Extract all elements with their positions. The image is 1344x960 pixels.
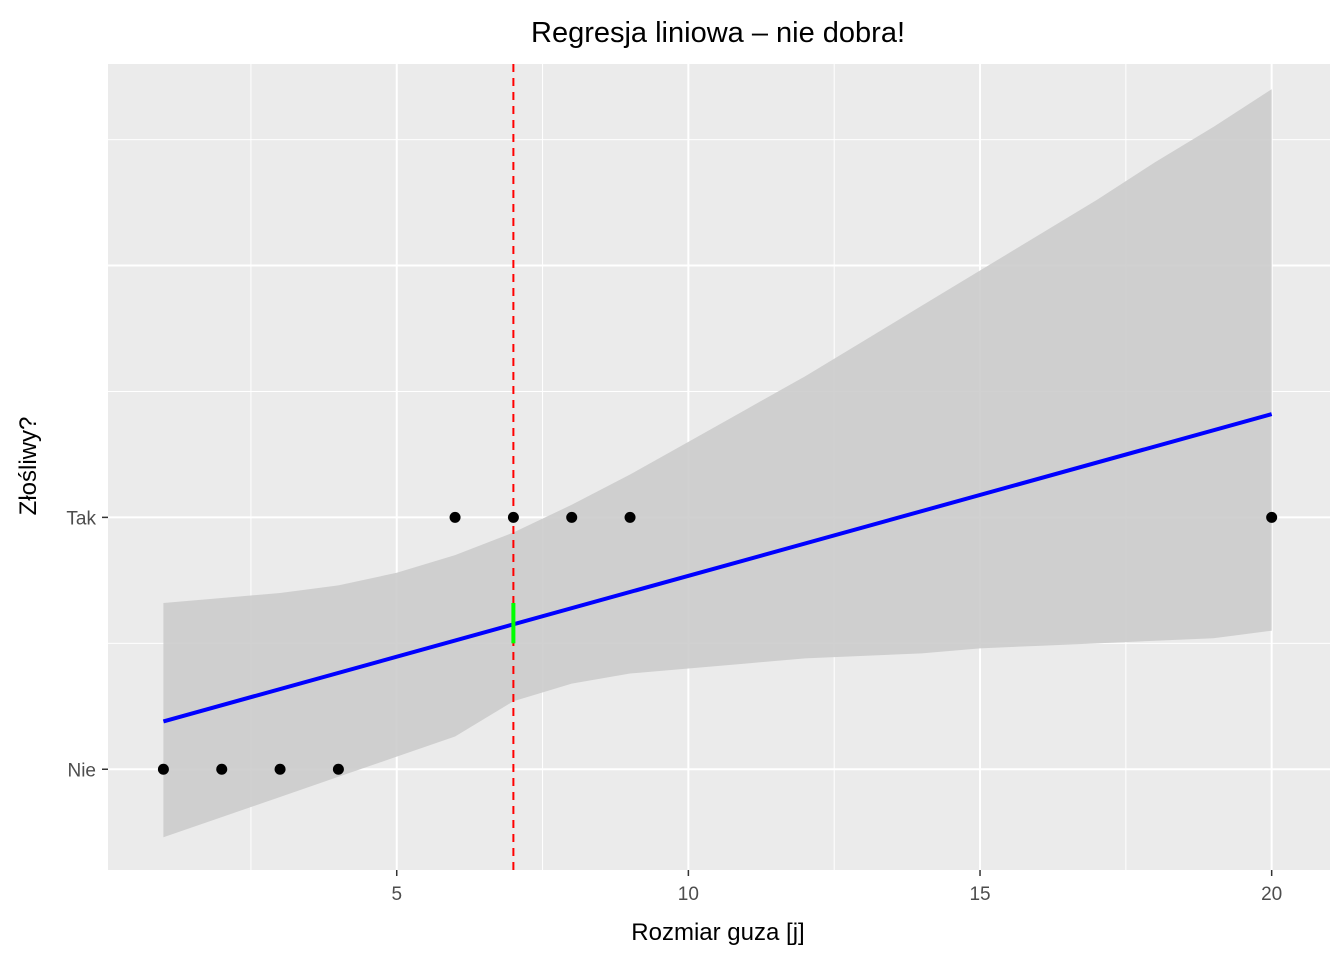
data-point — [1266, 511, 1278, 523]
chart-title: Regresja liniowa – nie dobra! — [531, 17, 905, 49]
y-tick-label: Tak — [66, 508, 96, 529]
y-axis-ticks: Nie Tak — [66, 508, 108, 781]
x-tick-label: 10 — [678, 884, 699, 905]
confidence-band — [163, 89, 1272, 838]
data-point — [449, 511, 461, 523]
data-point — [624, 511, 636, 523]
x-tick-label: 5 — [391, 884, 402, 905]
data-point — [157, 763, 169, 775]
x-tick-label: 20 — [1261, 884, 1282, 905]
x-axis-title: Rozmiar guza [j] — [631, 919, 804, 946]
data-point — [274, 763, 286, 775]
regression-line — [162, 412, 1273, 724]
data-point — [216, 763, 228, 775]
regression-line-layer — [162, 412, 1273, 724]
data-point — [566, 511, 578, 523]
x-tick-label: 15 — [969, 884, 990, 905]
confidence-band-layer — [163, 89, 1272, 838]
points-layer — [157, 511, 1278, 775]
x-axis-ticks: 5 10 15 20 — [391, 870, 1282, 905]
data-point — [332, 763, 344, 775]
y-tick-label: Nie — [67, 760, 96, 781]
y-axis-title: Złośliwy? — [15, 417, 42, 516]
data-point — [507, 511, 519, 523]
